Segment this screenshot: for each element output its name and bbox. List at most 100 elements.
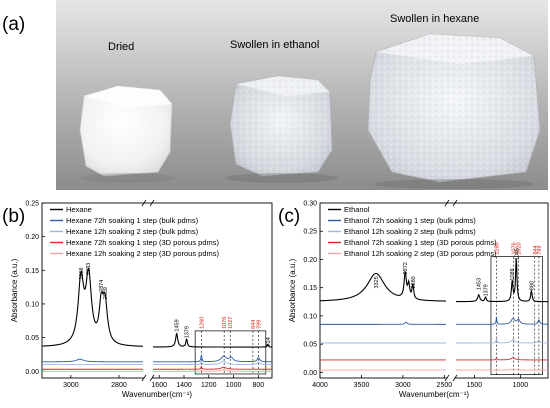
marked-peak-label: 1020 bbox=[517, 242, 523, 254]
peak-label: 1453 bbox=[477, 278, 483, 290]
legend-entry: Ethanol bbox=[344, 205, 370, 214]
marked-peak-label: 844 bbox=[533, 245, 539, 254]
chart-c: 0.30 0.25 0.20 0.15 0.10 0.05 0.00 4000 3500 3000… bbox=[288, 199, 549, 399]
series-line bbox=[319, 271, 447, 302]
panel-c-letter: (c) bbox=[278, 206, 300, 227]
y-axis-label: Absorbance (a.u.) bbox=[10, 258, 19, 322]
peak-label: 2958 bbox=[79, 268, 85, 280]
marked-peak-label: 844 bbox=[251, 320, 257, 329]
marked-peak-label: 799 bbox=[537, 245, 543, 254]
panel-a: (a) Dried Swollen in ethanol Swollen in … bbox=[2, 0, 548, 190]
series-line bbox=[41, 267, 144, 347]
y-tick-label: 0.20 bbox=[25, 234, 39, 241]
x-tick-label: 1000 bbox=[513, 382, 529, 389]
panel-b: (b) 0.25 0.20 0.15 0.10 0.05 0.00 3000 2800 1600… bbox=[2, 199, 273, 399]
series-line bbox=[320, 321, 446, 325]
x-tick-label: 3500 bbox=[354, 382, 370, 389]
ethanol-cube-image bbox=[226, 75, 338, 183]
legend-entry: Ethanol 12h soaking 2 step (3D porous pd… bbox=[344, 249, 497, 258]
y-tick-label: 0.05 bbox=[303, 342, 317, 349]
x-tick-label: 2500 bbox=[437, 382, 453, 389]
x-axis-label: Wavenumber(cm⁻¹) bbox=[122, 390, 192, 399]
peak-label: 2874 bbox=[99, 280, 105, 292]
chart-b: 0.25 0.20 0.15 0.10 0.05 0.00 3000 2800 1600 1400… bbox=[10, 199, 273, 399]
legend-entry: Hexane 72h soaking 1 step (bulk pdms) bbox=[66, 216, 199, 225]
series-line bbox=[153, 354, 272, 363]
marked-peak-label: 1260 bbox=[199, 317, 205, 329]
peak-label: 1459 bbox=[175, 319, 181, 331]
y-tick-label: 0.15 bbox=[303, 285, 317, 292]
legend-entry: Ethanol 72h soaking 1 step (bulk pdms) bbox=[344, 216, 476, 225]
peak-label: 2880 bbox=[411, 276, 417, 288]
panel-b-letter: (b) bbox=[2, 206, 25, 227]
x-tick-label: 1200 bbox=[201, 382, 217, 389]
plot-frame bbox=[41, 202, 273, 379]
x-tick-label: 1600 bbox=[151, 382, 167, 389]
series-line bbox=[153, 369, 272, 372]
x-tick-label: 1000 bbox=[226, 382, 242, 389]
label-dried: Dried bbox=[108, 41, 134, 53]
legend-entry: Hexane bbox=[66, 205, 92, 214]
x-tick-label: 2800 bbox=[111, 382, 127, 389]
marked-peak-label: 1076 bbox=[222, 317, 228, 329]
marked-peak-label: 1027 bbox=[228, 317, 234, 329]
plot-frame bbox=[319, 202, 549, 379]
series-line bbox=[42, 358, 143, 363]
y-axis-label: Absorbance (a.u.) bbox=[288, 258, 297, 322]
peak-label: 2859 bbox=[103, 287, 109, 299]
axis-break-marks-top bbox=[141, 199, 155, 207]
x-axis-label: Wavenumber(cm⁻¹) bbox=[399, 390, 469, 399]
series-line bbox=[456, 368, 548, 371]
marked-peak-label: 1260 bbox=[494, 242, 500, 254]
series-line bbox=[456, 316, 549, 325]
series-line bbox=[456, 357, 548, 361]
peak-label: 880 bbox=[529, 281, 535, 290]
peak-label: 1045 bbox=[514, 248, 520, 260]
y-tick-label: 0.00 bbox=[25, 369, 39, 376]
peak-label: 3325 bbox=[374, 276, 380, 288]
panel-c: (c) 0.30 0.25 0.20 0.15 0.10 0.05 0.00 4000 3500… bbox=[278, 199, 549, 399]
label-swollen-hexane: Swollen in hexane bbox=[390, 13, 479, 25]
label-swollen-ethanol: Swollen in ethanol bbox=[230, 39, 319, 51]
y-tick-label: 0.10 bbox=[25, 301, 39, 308]
y-tick-label: 0.25 bbox=[25, 201, 39, 208]
axis-break-gap bbox=[447, 375, 455, 381]
y-tick-label: 0.00 bbox=[303, 370, 317, 377]
legend-entry: Hexane 12h soaking 2 step (bulk pdms) bbox=[66, 227, 199, 236]
axis-break-gap bbox=[144, 375, 152, 381]
panel-a-letter: (a) bbox=[2, 14, 25, 35]
series-line bbox=[456, 258, 549, 303]
series-line bbox=[153, 359, 272, 365]
legend-entry: Hexane 72h soaking 1 step (3D porous pdm… bbox=[66, 238, 220, 247]
legend-entry: Ethanol 72h soaking 1 step (3D porous pd… bbox=[344, 238, 497, 247]
peak-label: 1379 bbox=[484, 284, 490, 296]
y-tick-label: 0.15 bbox=[25, 268, 39, 275]
legend-entry: Ethanol 12h soaking 2 step (bulk pdms) bbox=[344, 227, 476, 236]
axis-break-marks-top bbox=[444, 199, 458, 207]
y-tick-label: 0.20 bbox=[303, 257, 317, 264]
x-tick-label: 800 bbox=[253, 382, 265, 389]
peak-label: 2972 bbox=[403, 262, 409, 274]
x-tick-label: 4000 bbox=[312, 382, 328, 389]
series-line bbox=[153, 332, 273, 348]
hexane-cube-image bbox=[367, 33, 541, 189]
y-tick-label: 0.25 bbox=[303, 229, 317, 236]
peak-label: 2933 bbox=[86, 263, 92, 275]
marked-peak-label: 1076 bbox=[511, 242, 517, 254]
x-tick-label: 3000 bbox=[63, 382, 79, 389]
y-tick-label: 0.30 bbox=[303, 201, 317, 208]
marked-peak-label: 799 bbox=[256, 320, 262, 329]
x-tick-label: 3000 bbox=[395, 382, 411, 389]
y-tick-label: 0.10 bbox=[303, 313, 317, 320]
x-tick-label: 1400 bbox=[176, 382, 192, 389]
series-line bbox=[456, 337, 548, 344]
y-tick-label: 0.05 bbox=[25, 335, 39, 342]
axis-break-marks bbox=[444, 374, 458, 382]
peak-region-box bbox=[490, 256, 543, 375]
series-line bbox=[153, 366, 272, 370]
x-tick-label: 1500 bbox=[467, 382, 483, 389]
peak-label: 1379 bbox=[185, 326, 191, 338]
legend-entry: Hexane 12h soaking 2 step (3D porous pdm… bbox=[66, 249, 220, 258]
axis-break-marks bbox=[141, 374, 155, 382]
